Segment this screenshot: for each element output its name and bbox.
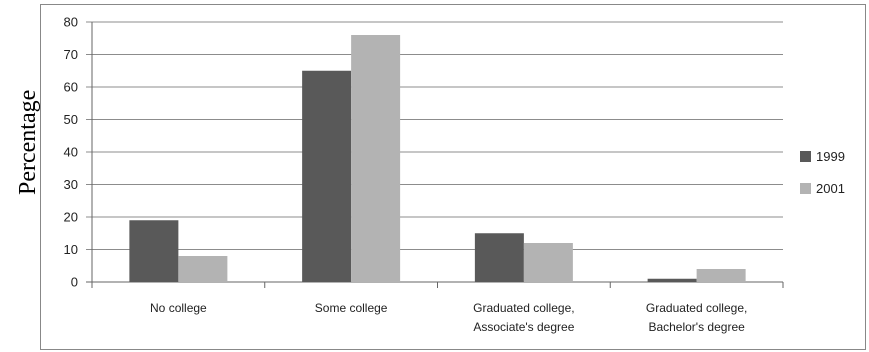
y-tick-label: 30 <box>64 177 78 192</box>
y-tick-label: 10 <box>64 242 78 257</box>
y-tick-label: 0 <box>71 275 78 290</box>
y-tick-label: 70 <box>64 47 78 62</box>
y-tick-label: 80 <box>64 15 78 30</box>
x-tick-label: Graduated college, <box>646 301 747 315</box>
bar-2001-3 <box>696 269 746 282</box>
bar-1999-2 <box>474 233 524 282</box>
legend-label: 2001 <box>816 181 845 196</box>
bar-2001-2 <box>523 243 573 282</box>
bar-1999-3 <box>647 278 697 282</box>
bar-1999-1 <box>302 70 352 282</box>
x-tick-label: Some college <box>315 301 388 315</box>
bar-2001-1 <box>351 35 401 282</box>
x-tick-label: Graduated college, <box>473 301 574 315</box>
legend-swatch-2001 <box>800 183 811 194</box>
y-tick-label: 20 <box>64 210 78 225</box>
bar-2001-0 <box>178 256 228 282</box>
y-tick-label: 60 <box>64 80 78 95</box>
x-tick-label: Bachelor's degree <box>648 320 745 334</box>
x-tick-label: No college <box>150 301 207 315</box>
x-tick-label: Associate's degree <box>473 320 574 334</box>
legend-label: 1999 <box>816 149 845 164</box>
y-tick-label: 40 <box>64 145 78 160</box>
y-tick-label: 50 <box>64 112 78 127</box>
bar-1999-0 <box>129 220 179 282</box>
legend-swatch-1999 <box>800 151 811 162</box>
chart-frame <box>40 4 866 350</box>
